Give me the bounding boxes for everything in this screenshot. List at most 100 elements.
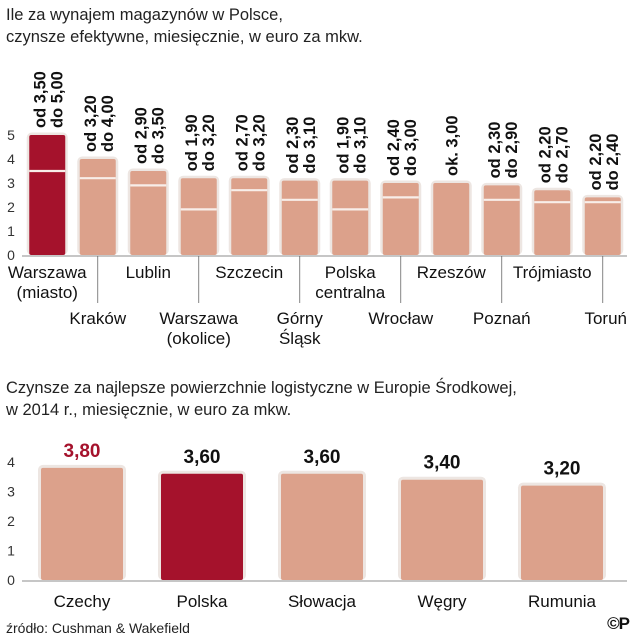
chart1-category-label: centralna — [315, 283, 385, 302]
chart1-bar — [332, 180, 369, 255]
chart1-range-line: do 3,10 — [301, 117, 319, 174]
chart1-bar — [584, 197, 621, 255]
chart1-category-label: Trójmiasto — [513, 263, 592, 282]
chart1-range-line: do 4,00 — [99, 95, 117, 152]
chart2-title: Czynsze za najlepsze powierzchnie logist… — [6, 377, 517, 421]
chart1-range-line: od 3,20 — [82, 95, 100, 152]
chart1-category-label: Rzeszów — [417, 263, 487, 282]
chart1-bar — [231, 178, 268, 255]
chart1-bar — [29, 135, 66, 255]
chart2-ytick: 3 — [7, 484, 15, 500]
chart2-ytick: 2 — [7, 513, 15, 529]
chart1-range-line: do 5,00 — [48, 71, 66, 128]
chart1-range-line: od 1,90 — [183, 114, 201, 171]
chart2-ytick: 4 — [7, 454, 15, 470]
chart2-category-label: Czechy — [54, 592, 111, 611]
chart1-range-line: od 1,90 — [334, 117, 352, 174]
chart1-category-label: (miasto) — [17, 283, 78, 302]
chart2-category-label: Polska — [176, 592, 228, 611]
pap-logo: ©P — [607, 614, 630, 633]
chart1-range-label: od 2,30 do 3,10 — [284, 117, 319, 174]
chart1-ytick: 1 — [7, 223, 15, 239]
chart1-category-label: Toruń — [584, 309, 627, 328]
chart1-ytick: 5 — [7, 127, 15, 143]
chart2-category-label: Węgry — [417, 592, 467, 611]
chart1-range-label: od 3,20 do 4,00 — [82, 95, 117, 152]
chart1-range-line: od 2,30 — [284, 117, 302, 174]
chart1-range-label: od 3,50 do 5,00 — [31, 71, 66, 128]
chart1-range-line: do 2,90 — [503, 122, 521, 179]
chart1-bar — [130, 171, 167, 255]
chart2-value-label: 3,20 — [544, 459, 581, 480]
chart2-bar — [41, 467, 123, 580]
chart1-range-line: od 2,70 — [233, 114, 251, 171]
chart2-value-label: 3,60 — [184, 447, 221, 468]
chart1-range-line: do 3,20 — [200, 114, 218, 171]
chart2-value-label: 3,40 — [424, 453, 461, 474]
chart1-bar — [534, 190, 571, 255]
chart2-bar — [521, 485, 603, 580]
chart1-title-line2: czynsze efektywne, miesięcznie, w euro z… — [6, 28, 363, 46]
chart1-category-label: Wrocław — [368, 309, 434, 328]
chart1-range-line: od 2,20 — [536, 126, 554, 183]
chart1-ytick: 0 — [7, 247, 15, 263]
chart1-range-label: od 2,20 do 2,70 — [536, 126, 571, 183]
chart1-range-label: od 2,30 do 2,90 — [486, 122, 521, 179]
chart1-range-line: od 2,30 — [486, 122, 504, 179]
chart1-bar — [433, 183, 470, 255]
chart1-range-line: ok. 3,00 — [443, 115, 461, 176]
chart1-category-label: Górny — [277, 309, 324, 328]
chart2-bar — [161, 473, 243, 580]
chart2-title-line2: w 2014 r., miesięcznie, w euro za mkw. — [6, 401, 292, 419]
chart1-range-line: do 2,40 — [604, 134, 622, 191]
chart2-value-label: 3,80 — [64, 441, 101, 462]
chart1-range-label: od 1,90 do 3,10 — [334, 117, 369, 174]
chart1-category-label: Polska — [325, 263, 377, 282]
chart1-range-line: od 3,50 — [31, 71, 49, 128]
chart2-bar — [401, 479, 483, 580]
chart1-bar — [382, 183, 419, 255]
chart1-category-label: Kraków — [69, 309, 126, 328]
chart2-logistics-rents-central-europe: 0 1 2 3 4 3,80 Czechy 3,60 Polska 3,60 Słowacja 3,4… — [7, 441, 627, 611]
chart1-range-label: od 2,70 do 3,20 — [233, 114, 268, 171]
chart1-range-line: od 2,20 — [587, 134, 605, 191]
chart2-ytick: 0 — [7, 572, 15, 588]
chart2-title-line1: Czynsze za najlepsze powierzchnie logist… — [6, 379, 517, 397]
chart1-category-label: Śląsk — [279, 329, 321, 348]
chart2-bar — [281, 473, 363, 580]
chart1-range-line: do 3,10 — [351, 117, 369, 174]
source-note: źródło: Cushman & Wakefield — [6, 620, 190, 636]
chart1-title: Ile za wynajem magazynów w Polsce, czyns… — [6, 4, 363, 48]
chart1-range-line: od 2,40 — [385, 119, 403, 176]
chart1-range-line: do 3,20 — [250, 114, 268, 171]
chart1-category-label: Warszawa — [159, 309, 238, 328]
chart1-range-label: od 1,90 do 3,20 — [183, 114, 218, 171]
chart2-ytick: 1 — [7, 543, 15, 559]
chart2-category-label: Słowacja — [288, 592, 357, 611]
chart1-range-label: od 2,40 do 3,00 — [385, 119, 420, 176]
chart1-bar — [180, 178, 217, 255]
chart1-bar — [79, 159, 116, 255]
chart1-range-line: do 3,50 — [149, 107, 167, 164]
chart1-range-label: od 2,20 do 2,40 — [587, 134, 622, 191]
chart1-range-line: do 3,00 — [402, 119, 420, 176]
chart1-category-label: Poznań — [473, 309, 531, 328]
chart2-value-label: 3,60 — [304, 447, 341, 468]
chart2-category-label: Rumunia — [528, 592, 597, 611]
chart1-range-line: od 2,90 — [132, 107, 150, 164]
chart1-range-label: ok. 3,00 — [443, 115, 461, 176]
chart1-title-line1: Ile za wynajem magazynów w Polsce, — [6, 6, 283, 24]
chart1-bar — [281, 180, 318, 255]
chart1-category-label: Warszawa — [8, 263, 87, 282]
chart1-category-label: Szczecin — [215, 263, 283, 282]
chart1-range-line: do 2,70 — [553, 126, 571, 183]
chart1-category-label: (okolice) — [167, 329, 231, 348]
chart1-bar — [483, 185, 520, 255]
chart1-ytick: 2 — [7, 199, 15, 215]
chart1-ytick: 3 — [7, 175, 15, 191]
chart1-ytick: 4 — [7, 151, 15, 167]
chart1-category-label: Lublin — [126, 263, 171, 282]
chart1-range-label: od 2,90 do 3,50 — [132, 107, 167, 164]
